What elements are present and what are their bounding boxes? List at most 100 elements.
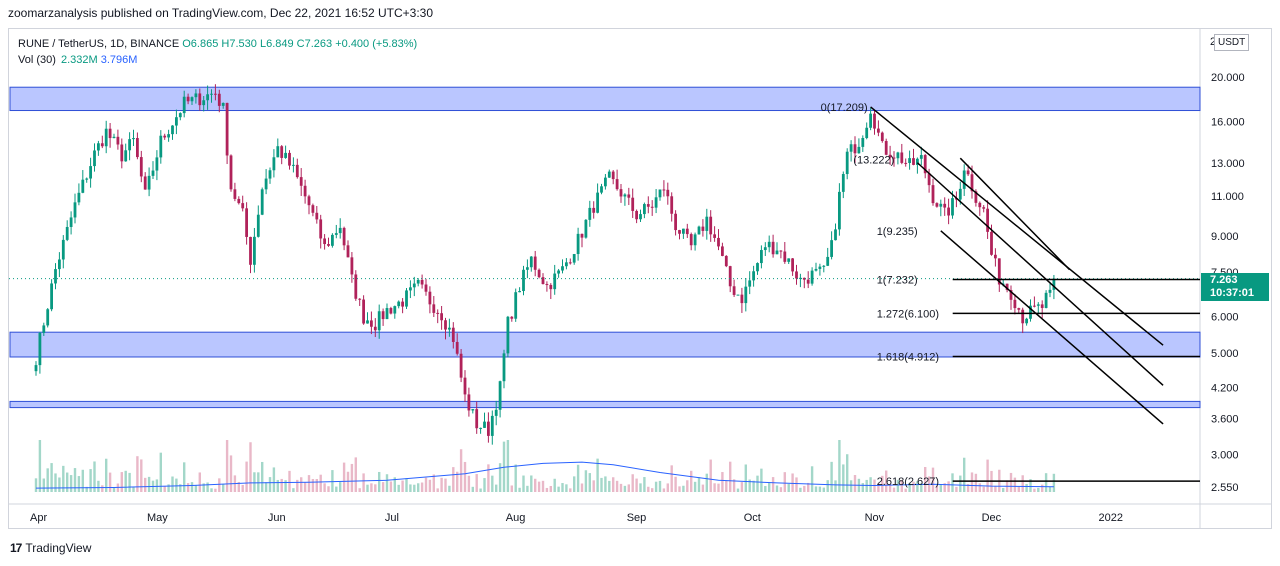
candle-body xyxy=(342,227,346,246)
volume-bar xyxy=(530,475,533,492)
volume-bar xyxy=(865,479,868,492)
candle-body xyxy=(810,270,814,284)
candle-body xyxy=(611,171,615,180)
volume-ma-value: 3.796M xyxy=(100,54,138,66)
volume-bar xyxy=(440,477,443,492)
candle-body xyxy=(463,377,467,395)
volume-bar xyxy=(834,480,837,492)
volume-bar xyxy=(627,484,630,492)
candle-body xyxy=(685,228,689,235)
candle-body xyxy=(198,93,202,106)
candle-body xyxy=(853,144,857,154)
volume-bar xyxy=(93,461,96,492)
volume-bar xyxy=(261,461,264,492)
volume-label[interactable]: Vol (30) xyxy=(18,54,56,66)
currency-button[interactable]: USDT xyxy=(1214,34,1250,51)
price-axis-label: 16.000 xyxy=(1211,116,1245,128)
volume-bar xyxy=(612,477,615,492)
volume-bar xyxy=(549,486,552,492)
volume-bar xyxy=(272,467,276,492)
candle-body xyxy=(186,96,190,102)
candle-body xyxy=(264,178,268,190)
candle-body xyxy=(1017,308,1021,310)
volume-bar xyxy=(849,480,853,492)
volume-bar xyxy=(46,468,49,492)
fib-level-label: 0(17.209) xyxy=(821,102,868,114)
candle-body xyxy=(471,409,475,411)
candle-body xyxy=(838,191,841,230)
candle-body xyxy=(1033,305,1036,307)
candle-body xyxy=(206,94,209,101)
volume-bar xyxy=(682,485,685,492)
footer-brand[interactable]: TradingView xyxy=(25,541,92,555)
candle-body xyxy=(713,234,716,238)
candle-body xyxy=(498,381,502,410)
candle-body xyxy=(693,234,697,246)
candle-body xyxy=(888,154,892,158)
volume-bar xyxy=(908,483,911,492)
volume-bar xyxy=(296,479,299,492)
volume-bar xyxy=(838,440,841,492)
candle-body xyxy=(947,207,950,216)
candle-body xyxy=(584,219,588,238)
volume-bar xyxy=(896,479,900,492)
volume-bar xyxy=(225,440,229,492)
candle-body xyxy=(717,237,720,247)
candle-body xyxy=(1036,304,1040,306)
candle-body xyxy=(978,202,982,208)
volume-bar xyxy=(705,473,708,492)
candle-body xyxy=(958,188,962,200)
candle-body xyxy=(69,217,73,227)
candle-body xyxy=(1009,290,1013,300)
candle-body xyxy=(58,259,61,270)
candle-body xyxy=(284,152,287,158)
candle-body xyxy=(752,271,755,281)
candle-body xyxy=(841,174,845,192)
channel-line xyxy=(916,162,1164,386)
symbol-label[interactable]: RUNE / TetherUS, 1D, BINANCE xyxy=(18,38,180,50)
volume-bar xyxy=(417,483,420,492)
volume-bar xyxy=(959,475,962,492)
volume-bar xyxy=(241,484,244,492)
candle-body xyxy=(54,269,57,284)
volume-bar xyxy=(284,480,287,492)
volume-bar xyxy=(42,478,45,492)
candle-body xyxy=(136,138,139,158)
volume-bar xyxy=(483,478,486,492)
close-value: C7.263 xyxy=(296,38,333,50)
volume-bar xyxy=(276,479,279,492)
candle-body xyxy=(506,316,510,354)
candle-body xyxy=(346,245,350,258)
candle-body xyxy=(689,234,693,246)
channel-line xyxy=(940,230,1164,425)
time-axis-label: 2022 xyxy=(1099,512,1123,524)
volume-bar xyxy=(206,482,209,492)
candle-body xyxy=(760,250,763,264)
candle-body xyxy=(1021,309,1025,324)
volume-bar xyxy=(740,482,744,492)
price-axis-label: 2.550 xyxy=(1211,482,1239,494)
volume-bar xyxy=(822,487,825,492)
candle-body xyxy=(104,128,108,147)
volume-bar xyxy=(553,478,556,492)
candle-body xyxy=(826,256,830,266)
volume-bar xyxy=(779,487,783,492)
candle-body xyxy=(736,294,740,296)
candle-body xyxy=(822,265,826,267)
volume-bar xyxy=(994,485,997,492)
volume-bar xyxy=(947,481,950,492)
candle-body xyxy=(276,146,280,158)
candle-body xyxy=(424,284,428,292)
volume-bar xyxy=(658,480,662,492)
candle-body xyxy=(615,179,619,190)
candle-body xyxy=(818,266,822,269)
volume-bar xyxy=(842,464,845,492)
candle-body xyxy=(163,135,167,138)
volume-bar xyxy=(147,476,151,492)
candle-body xyxy=(202,100,206,106)
candle-body xyxy=(412,283,416,288)
candle-body xyxy=(502,353,506,382)
candle-body xyxy=(705,216,709,231)
volume-bar xyxy=(1017,487,1020,492)
